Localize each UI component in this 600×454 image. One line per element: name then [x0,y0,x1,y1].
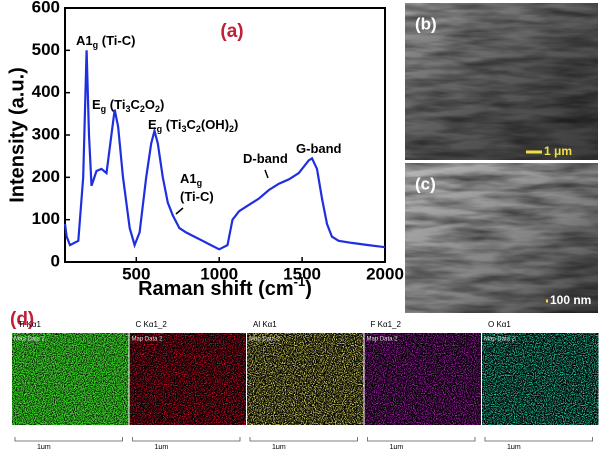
map-label: O Kα1 [488,320,511,329]
panel-label: (c) [415,174,436,193]
annotation: Eg (Ti3C2O2) [92,97,164,114]
map-subtitle: Map Data 2 [14,337,46,343]
x-tick-label: 1500 [283,264,321,283]
annotation-part: g [157,124,163,134]
annotation-part: (Ti-C) [180,189,214,204]
map-label: C Kα1_2 [136,320,168,329]
map-label: Al Kα1 [253,320,277,329]
annotation-arrow [264,169,269,179]
annotation: (Ti-C) [180,189,214,204]
y-tick-label: 100 [32,209,60,228]
map-image [12,333,129,425]
annotation: G-band [296,141,342,156]
y-tick-label: 0 [51,251,60,270]
panel-label: (b) [415,14,437,33]
annotation: A1g (Ti-C) [76,33,135,50]
map-scale-bar [367,437,476,442]
annotation-part: ) [234,117,238,132]
annotation-part: 3 [125,104,130,114]
scale-label: 1 μm [544,144,572,158]
x-axis-label-part: ) [305,278,312,300]
map-subtitle: Map Data 2 [249,337,281,343]
annotation: D-band [243,151,288,166]
raman-chart: 0 100 200 300 400 500 600 500 1000 1500 2000 Intens… [6,0,404,300]
x-tick-label: 2000 [366,264,404,283]
panel-label: (a) [220,21,243,42]
annotation-part: (OH) [201,117,229,132]
annotation-part: A1 [76,33,93,48]
y-tick-label: 500 [32,40,60,59]
map-scale-label: 1μm [272,444,286,449]
map-scale-label: 1μm [390,444,404,449]
sem-texture [405,163,598,313]
map-image [129,333,246,425]
map-image [247,333,364,425]
sem-texture [405,3,598,160]
map-scale-label: 1μm [507,444,521,449]
annotation-part: (Ti [106,97,125,112]
annotation-part: G-band [296,141,342,156]
scale-label: 100 nm [550,293,591,307]
annotation-part: 2 [196,124,201,134]
map-scale-bar [14,437,123,442]
y-tick-label: 300 [32,124,60,143]
sem-images: (b) 1 μm (c) 100 nm [405,3,598,313]
map-subtitle: Map Data 2 [367,337,399,343]
annotation-part: ) [160,97,164,112]
annotation-part: E [92,97,101,112]
eds-maps: (d)Ti Kα1 Map Data 2 1μm C Kα1_2 Map Data 2 1… [10,309,599,451]
x-tick-label: 500 [122,264,150,283]
map-scale-bar [484,437,593,442]
annotation-part: D-band [243,151,288,166]
map-subtitle: Map Data 2 [484,337,516,343]
y-tick-label: 600 [32,0,60,16]
annotation-part: O [145,97,155,112]
map-scale-bar [249,437,358,442]
y-tick-label: 200 [32,167,60,186]
annotation-part: g [101,104,107,114]
annotation-part: A1 [180,171,197,186]
annotation-part: (Ti [162,117,181,132]
annotation-part: 2 [229,124,234,134]
x-tick-label: 1000 [200,264,238,283]
map-image [364,333,481,425]
annotation-part: g [93,40,99,50]
annotation-part: 3 [181,124,186,134]
annotation-part: E [148,117,157,132]
line-series [63,50,386,251]
map-label: Ti Kα1 [18,320,42,329]
annotation-part: C [186,117,196,132]
annotation-part: (Ti-C) [98,33,135,48]
annotation-part: C [130,97,140,112]
x-axis-label-part: -1 [294,274,306,289]
map-label: F Kα1_2 [371,320,402,329]
panel-label: (d) [10,309,34,330]
annotation: Eg (Ti3C2(OH)2) [148,117,238,134]
map-image [482,333,599,425]
y-tick-label: 400 [32,82,60,101]
annotation: A1g [180,171,202,188]
x-axis-label-part: Raman shift (cm [138,278,294,300]
y-axis-label: Intensity (a.u.) [6,67,28,203]
annotation-part: 2 [140,104,145,114]
x-axis-label: Raman shift (cm-1) [138,274,312,300]
map-scale-bar [132,437,241,442]
annotation-part: g [197,178,203,188]
map-scale-label: 1μm [37,444,51,449]
annotation-arrow [175,207,184,215]
map-scale-label: 1μm [155,444,169,449]
annotation-part: 2 [155,104,160,114]
map-subtitle: Map Data 2 [132,337,164,343]
